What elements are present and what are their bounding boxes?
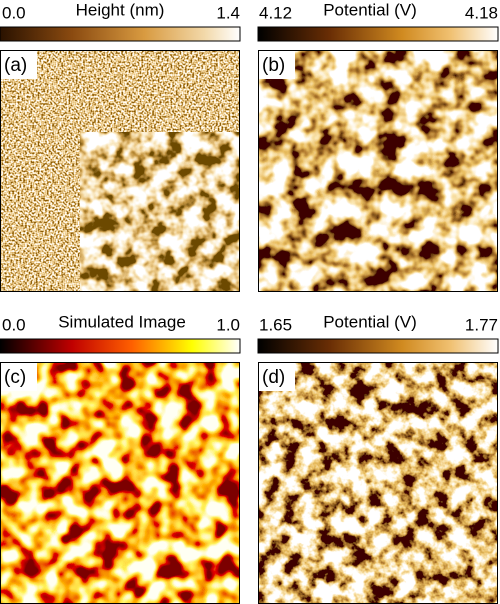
panel-d: 1.65 Potential (V) 1.77 (d)	[257, 312, 499, 604]
panel-a: 0.0 Height (nm) 1.4 (a)	[0, 0, 241, 293]
panel-label: (a)	[4, 55, 27, 76]
colorbar-min: 0.0	[2, 315, 26, 334]
colorbar-max: 1.4	[216, 3, 240, 22]
colorbar	[257, 338, 499, 354]
panel-label: (b)	[262, 55, 285, 76]
label-box	[259, 51, 295, 79]
panel-b: 4.12 Potential (V) 4.18 (b)	[257, 0, 499, 292]
panel-label: (c)	[4, 367, 26, 388]
colorbar-title: Potential (V)	[323, 0, 417, 19]
colorbar	[257, 26, 499, 42]
colorbar	[0, 338, 241, 354]
colorbar-max: 1.0	[216, 315, 240, 334]
colorbar-title: Simulated Image	[58, 312, 186, 331]
colorbar-min: 4.12	[259, 3, 292, 22]
colorbar-max: 1.77	[465, 315, 498, 334]
image	[0, 362, 240, 604]
label-box	[1, 363, 37, 391]
frame	[0, 50, 240, 292]
inset-image	[79, 131, 241, 293]
image	[258, 50, 498, 292]
panel-c: 0.0 Simulated Image 1.0 (c)	[0, 312, 241, 604]
frame	[258, 50, 498, 292]
colorbar-min: 0.0	[2, 3, 26, 22]
colorbar-max: 4.18	[465, 3, 498, 22]
image	[258, 362, 498, 604]
colorbar-min: 1.65	[259, 315, 292, 334]
colorbar	[0, 26, 241, 42]
label-box	[259, 363, 295, 391]
panel-label: (d)	[262, 367, 285, 388]
colorbar-title: Height (nm)	[76, 0, 165, 19]
colorbar-title: Potential (V)	[323, 312, 417, 331]
label-box	[1, 51, 37, 79]
